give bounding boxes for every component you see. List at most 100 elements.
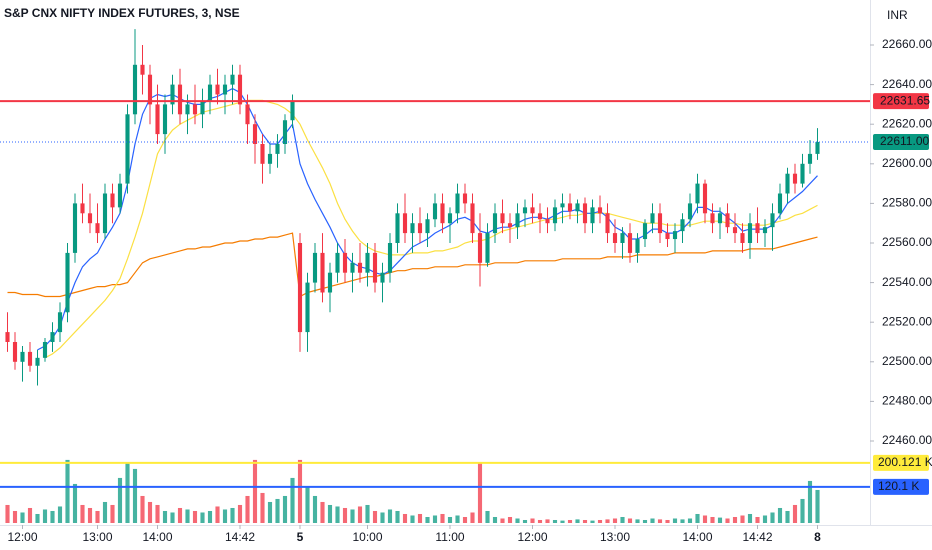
volume-bar [725,518,730,523]
volume-bar [42,509,48,523]
volume-bar [440,513,445,523]
candle-body [417,223,423,234]
candle-body [575,203,580,212]
candle-body [770,213,775,228]
candle-body [710,213,715,224]
candle-body [320,252,325,293]
candle-body [815,142,820,154]
volume-bar [267,501,273,523]
volume-bar [357,506,363,523]
volume-bar [470,512,475,523]
candle-body [357,262,363,273]
volume-bar [522,519,528,523]
x-tick-label: 10:00 [352,530,382,544]
volume-bar [560,520,565,523]
volume-bar [425,516,430,523]
candle-body [725,213,730,228]
y-tick-label: 22520.00 [882,314,932,328]
price-badge [873,134,929,151]
volume-bar [695,513,700,523]
candle-body [650,213,655,224]
candle-body [560,203,565,208]
volume-bar [132,468,138,523]
candle-body [792,173,798,184]
volume-bar [297,459,303,523]
candle-body [747,223,753,243]
candle-body [297,242,303,333]
candle-body [87,213,93,224]
volume-bar [500,518,505,523]
volume-bar [57,506,63,523]
volume-bar [792,504,798,523]
candle-body [717,213,723,224]
candle-body [597,207,603,214]
candle-body [410,223,415,234]
volume-bar [275,498,280,523]
candle-body [740,233,745,243]
candle-body [732,227,738,234]
candle-body [110,193,115,208]
volume-bar [35,513,40,523]
candle-body [477,233,483,263]
volume-bar [777,507,783,523]
volume-bar [537,519,543,523]
volume-bar [200,512,205,523]
candle-body [132,64,138,115]
candle-body [282,120,288,145]
volume-bar [635,519,640,523]
volume-bar [590,520,595,523]
x-tick-label: 14:42 [225,530,255,544]
candle-body [672,231,678,240]
x-tick-label: 13:00 [600,530,630,544]
candle-body [500,213,505,224]
indicator-line [44,99,818,359]
volume-bar [462,516,468,523]
candle-body [305,282,310,333]
candle-body [72,203,78,253]
candle-body [5,332,10,342]
candle-body [762,227,768,234]
candle-body [492,213,498,234]
x-tick-label: 8 [814,530,821,544]
candle-body [530,207,535,214]
volume-bar [545,519,550,523]
volume-bar [575,519,580,523]
candle-body [140,64,145,75]
candle-body [245,104,250,125]
volume-bar [95,510,100,523]
volume-bar [305,486,310,523]
candle-body [177,84,183,115]
x-tick-label: 5 [297,530,304,544]
candle-body [387,242,393,273]
volume-bar [335,506,340,523]
volume-bar [170,512,175,523]
candle-body [267,153,273,164]
candle-body [777,193,783,214]
volume-bar [215,506,220,523]
candle-body [695,183,700,204]
y-tick-label: 22640.00 [882,77,932,91]
candle-body [185,104,190,115]
candle-body [432,203,438,220]
volume-bar [312,495,318,523]
candle-body [200,100,205,115]
volume-bar [620,516,625,523]
candle-body [785,173,790,194]
volume-level-badge [873,454,929,471]
candle-body [425,219,430,234]
volume-bar [177,507,183,523]
volume-bar [230,507,235,523]
candle-body [702,183,708,214]
candle-body [207,84,213,101]
volume-bar [680,519,685,523]
plot [0,29,870,523]
volume-bar [192,510,198,523]
candle-body [380,272,385,283]
y-tick-label: 22620.00 [882,116,932,130]
volume-bar [755,516,760,523]
candle-body [440,203,445,224]
candle-body [125,114,130,184]
candle-body [657,213,663,234]
